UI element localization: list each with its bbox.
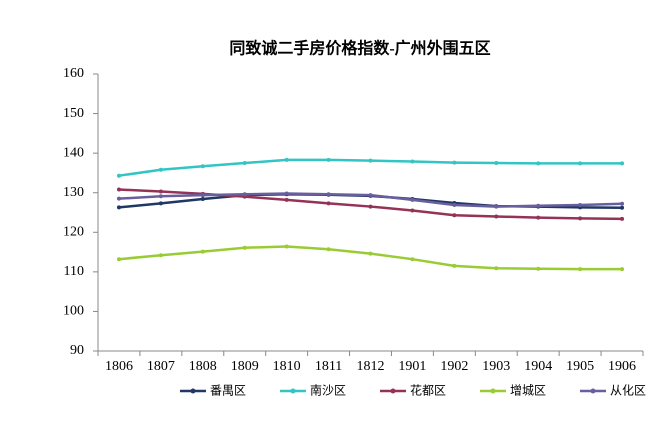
point [368,158,373,163]
point [452,213,457,218]
legend-marker [490,388,496,394]
legend-label: 花都区 [410,383,446,398]
point [284,244,289,249]
point [326,247,331,252]
point [578,216,583,221]
point [158,189,163,194]
point [200,197,205,202]
point [452,263,457,268]
point [200,249,205,254]
y-tick-label: 160 [63,66,84,81]
point [452,202,457,207]
y-tick-label: 120 [63,225,84,240]
x-tick-label: 1810 [273,359,301,374]
legend-label: 增城区 [510,384,546,398]
x-tick-label: 1808 [189,359,217,374]
point [536,161,541,166]
point [116,187,121,192]
x-tick-label: 1906 [608,359,636,374]
point [200,164,205,169]
point [116,257,121,262]
y-tick-label: 150 [63,106,84,121]
point [158,194,163,199]
y-tick-label: 130 [63,185,84,200]
point [410,208,415,213]
point [410,159,415,164]
point [242,245,247,250]
point [494,204,499,209]
point [578,267,583,272]
point [410,257,415,262]
legend-label: 番禺区 [210,384,246,398]
point [368,204,373,209]
point [368,251,373,256]
point [158,201,163,206]
legend-marker [390,388,396,394]
point [284,191,289,196]
y-tick-label: 110 [64,264,84,279]
point [242,161,247,166]
x-tick-label: 1806 [105,359,133,374]
point [326,192,331,197]
point [494,266,499,271]
point [452,160,457,165]
point [242,192,247,197]
point [368,193,373,198]
point [620,161,625,166]
x-tick-label: 1901 [398,359,426,374]
point [536,203,541,208]
x-tick-label: 1807 [147,359,175,374]
point [494,161,499,166]
y-tick-label: 90 [70,343,84,358]
legend-label: 从化区 [610,384,646,398]
legend-label: 南沙区 [310,383,346,398]
point [620,201,625,206]
legend-marker [590,388,596,394]
point [578,161,583,166]
x-tick-label: 1811 [315,359,342,374]
point [116,173,121,178]
point [200,193,205,198]
point [158,167,163,172]
x-tick-label: 1903 [482,359,510,374]
x-tick-label: 1905 [566,359,594,374]
point [536,215,541,220]
y-tick-label: 100 [63,304,84,319]
series-line [118,245,623,271]
x-tick-label: 1812 [357,359,385,374]
point [578,202,583,207]
point [326,201,331,206]
y-tick-label: 140 [63,145,84,160]
point [326,157,331,162]
chart-title: 同致诚二手房价格指数-广州外围五区 [229,39,490,58]
point [620,216,625,221]
point [410,197,415,202]
point [494,214,499,219]
legend-marker [190,388,196,394]
legend-marker [290,388,296,394]
point [620,205,625,210]
point [536,266,541,271]
point [158,253,163,258]
point [284,157,289,162]
point [116,205,121,210]
point [116,196,121,201]
x-tick-label: 1904 [524,359,552,374]
x-tick-label: 1809 [231,359,259,374]
point [620,267,625,272]
x-tick-label: 1902 [440,359,468,374]
point [284,197,289,202]
